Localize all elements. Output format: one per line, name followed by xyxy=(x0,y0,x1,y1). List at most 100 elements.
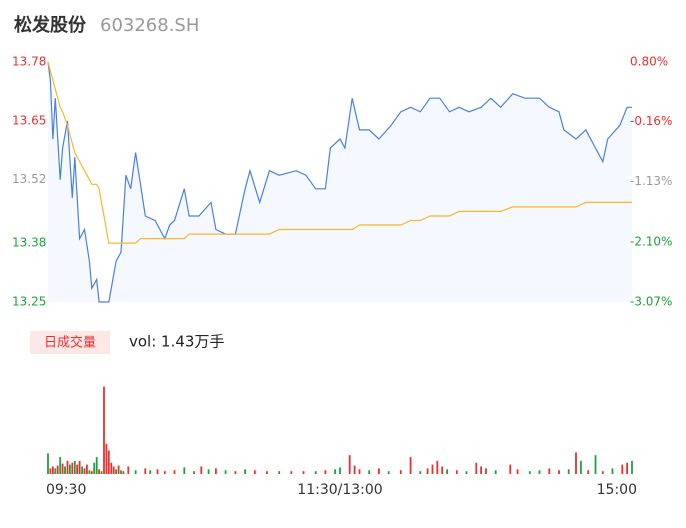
x-tick-label: 11:30/13:00 xyxy=(297,482,382,498)
volume-bar xyxy=(253,470,256,474)
volume-bar xyxy=(110,462,113,474)
volume-bar xyxy=(631,460,633,474)
volume-bar xyxy=(56,465,59,474)
y-tick-label: 13.52 xyxy=(12,172,46,186)
volume-bar xyxy=(86,464,88,474)
volume-bar xyxy=(528,471,531,474)
volume-bar xyxy=(134,470,137,474)
volume-bar xyxy=(324,470,327,474)
x-tick-label: 09:30 xyxy=(46,482,86,498)
y-tick-label: 13.38 xyxy=(12,236,46,250)
volume-bar xyxy=(387,471,390,474)
volume-bar xyxy=(558,470,560,474)
volume-bar xyxy=(426,468,429,474)
price-line xyxy=(47,61,632,303)
volume-bar xyxy=(314,471,317,474)
volume-bar xyxy=(278,471,281,474)
y2-tick-label: -3.07% xyxy=(630,295,672,309)
volume-bar xyxy=(71,462,74,474)
volume-bar xyxy=(611,468,614,474)
volume-bar xyxy=(115,469,117,474)
volume-bar xyxy=(83,468,86,474)
volume-bar xyxy=(127,466,130,474)
volume-bar xyxy=(431,464,434,474)
y-tick-label: 13.65 xyxy=(12,113,46,127)
volume-bar xyxy=(580,460,582,474)
volume-bar xyxy=(465,471,468,474)
volume-bar xyxy=(122,471,125,474)
volume-bar xyxy=(49,468,52,474)
volume-bar xyxy=(567,469,570,474)
stock-name: 松发股份 xyxy=(14,14,87,36)
average-line xyxy=(47,61,632,244)
volume-bar xyxy=(156,469,159,474)
volume-bar xyxy=(183,467,186,474)
y2-tick-label: -0.16% xyxy=(630,114,672,128)
volume-bar xyxy=(455,470,458,474)
volume-bar xyxy=(368,470,371,474)
y2-tick-label: -1.13% xyxy=(630,174,672,188)
volume-bar xyxy=(575,452,577,474)
volume-bar xyxy=(52,466,54,474)
volume-bar xyxy=(587,470,590,474)
volume-bar xyxy=(105,443,108,474)
stock-code: 603268.SH xyxy=(100,15,199,36)
volume-bar xyxy=(353,465,356,474)
volume-bar xyxy=(163,471,166,474)
volume-bar xyxy=(215,468,217,474)
y2-tick-label: -2.10% xyxy=(630,234,672,248)
volume-bar xyxy=(334,469,336,474)
volume-bar xyxy=(601,471,604,474)
volume-legend-box xyxy=(30,331,110,354)
volume-bar xyxy=(78,460,81,474)
volume-bar xyxy=(302,471,305,474)
volume-bar xyxy=(149,470,152,474)
volume-bar xyxy=(399,470,402,474)
volume-bar xyxy=(54,468,57,474)
volume-bar xyxy=(516,469,519,474)
volume-legend: 日成交量 xyxy=(44,335,96,351)
volume-bar xyxy=(224,470,227,474)
volume-bar xyxy=(88,470,91,474)
volume-bar xyxy=(144,468,147,474)
volume-bar xyxy=(59,457,62,474)
volume-bar xyxy=(509,464,512,474)
volume-bar xyxy=(64,466,66,474)
volume-bar xyxy=(200,466,203,474)
volume-bar xyxy=(538,470,541,474)
volume-bar xyxy=(69,464,71,474)
volume-bar xyxy=(120,470,122,474)
volume-bar xyxy=(290,471,293,474)
volume-bar xyxy=(103,386,105,474)
volume-bar xyxy=(66,460,69,474)
volume-bar xyxy=(446,469,448,474)
volume-bar xyxy=(173,470,176,474)
volume-bar xyxy=(475,462,478,474)
volume-bar xyxy=(117,465,120,474)
volume-bar xyxy=(626,462,628,474)
volume-bar xyxy=(594,455,597,474)
volume-bar xyxy=(436,460,439,474)
x-tick-label: 15:00 xyxy=(597,482,637,498)
volume-bar xyxy=(61,463,64,474)
volume-bar xyxy=(98,469,100,474)
volume-bar xyxy=(81,466,83,474)
price-area xyxy=(48,62,632,302)
volume-bar xyxy=(480,466,482,474)
volume-bar xyxy=(485,468,487,474)
volume-total: vol: 1.43万手 xyxy=(129,333,224,351)
volume-bar xyxy=(90,471,93,474)
volume-bar xyxy=(348,455,351,474)
volume-bar xyxy=(93,462,96,474)
volume-bar xyxy=(234,471,237,474)
volume-bar xyxy=(193,471,195,474)
volume-bar xyxy=(419,471,422,474)
volume-bar xyxy=(409,457,412,474)
volume-bar xyxy=(73,460,76,474)
y2-tick-label: 0.80% xyxy=(630,55,668,69)
volume-bar xyxy=(107,450,110,474)
volume-bar xyxy=(95,457,98,474)
volume-bar xyxy=(441,466,444,474)
volume-bar xyxy=(47,453,49,474)
